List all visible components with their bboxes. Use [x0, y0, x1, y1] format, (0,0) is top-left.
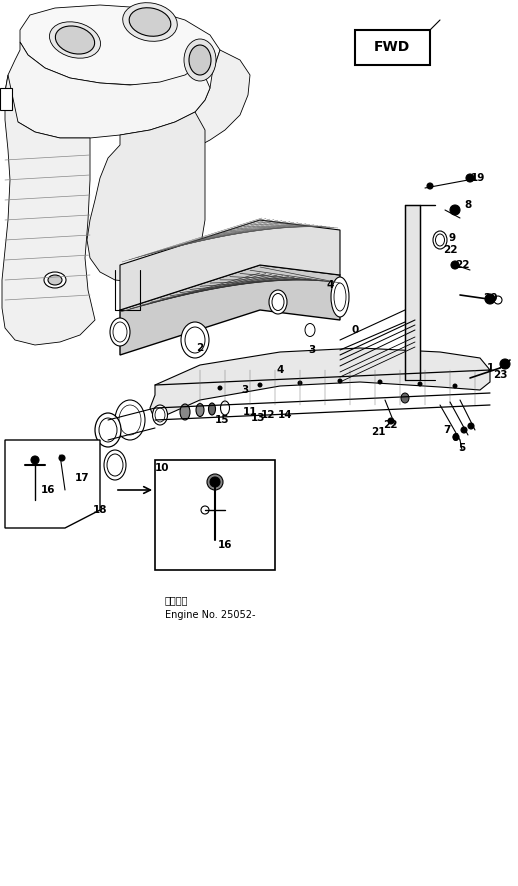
Circle shape	[388, 418, 394, 424]
Text: 16: 16	[41, 485, 55, 495]
Text: 10: 10	[155, 463, 169, 473]
Ellipse shape	[209, 403, 215, 415]
Bar	[155, 460, 275, 570]
Text: 7: 7	[443, 425, 451, 435]
Text: 19: 19	[471, 173, 485, 183]
Text: 17: 17	[75, 473, 89, 483]
Ellipse shape	[181, 322, 209, 358]
Ellipse shape	[184, 39, 216, 81]
Polygon shape	[120, 265, 340, 355]
Polygon shape	[5, 440, 100, 528]
Ellipse shape	[180, 404, 190, 420]
Polygon shape	[405, 205, 420, 380]
Text: Engine No. 25052-: Engine No. 25052-	[165, 610, 255, 620]
Circle shape	[468, 423, 474, 429]
Ellipse shape	[269, 290, 287, 314]
Ellipse shape	[401, 393, 409, 403]
Text: 2: 2	[196, 343, 204, 353]
Polygon shape	[120, 220, 340, 310]
Ellipse shape	[48, 275, 62, 285]
Circle shape	[418, 382, 423, 386]
Ellipse shape	[55, 26, 95, 54]
Text: 6: 6	[451, 433, 458, 443]
Text: 12: 12	[261, 410, 275, 420]
Circle shape	[59, 455, 65, 461]
Text: 4: 4	[276, 365, 284, 375]
Circle shape	[207, 474, 223, 490]
Circle shape	[218, 385, 223, 391]
Circle shape	[450, 205, 460, 215]
Text: 22: 22	[443, 245, 457, 255]
Circle shape	[31, 456, 39, 464]
Circle shape	[451, 261, 459, 269]
Ellipse shape	[115, 400, 145, 440]
Text: 5: 5	[458, 443, 466, 453]
Text: 適用号機: 適用号機	[165, 595, 189, 605]
Text: 14: 14	[278, 410, 292, 420]
Ellipse shape	[189, 45, 211, 75]
Ellipse shape	[50, 22, 100, 58]
Circle shape	[453, 434, 459, 440]
Polygon shape	[5, 42, 210, 138]
Text: FWD: FWD	[374, 40, 410, 54]
Ellipse shape	[44, 272, 66, 288]
Ellipse shape	[433, 231, 447, 249]
Text: 22: 22	[455, 260, 469, 270]
Circle shape	[210, 477, 220, 487]
Bar	[355, 30, 430, 65]
Text: 9: 9	[449, 233, 455, 243]
Polygon shape	[87, 112, 205, 282]
Text: 15: 15	[215, 415, 229, 425]
Text: 1: 1	[486, 363, 494, 373]
Text: 3: 3	[308, 345, 315, 355]
Text: 4: 4	[326, 280, 334, 290]
Ellipse shape	[123, 3, 177, 42]
Ellipse shape	[196, 403, 204, 416]
Ellipse shape	[331, 277, 349, 317]
Text: 20: 20	[483, 293, 497, 303]
Ellipse shape	[110, 318, 130, 346]
Polygon shape	[0, 88, 12, 110]
Text: 23: 23	[493, 370, 507, 380]
Text: 11: 11	[243, 407, 257, 417]
Circle shape	[461, 427, 467, 433]
Text: 3: 3	[241, 385, 249, 395]
Text: 13: 13	[251, 413, 265, 423]
Ellipse shape	[95, 413, 121, 447]
Text: 22: 22	[383, 420, 397, 430]
Ellipse shape	[129, 8, 171, 36]
Ellipse shape	[152, 405, 167, 425]
Circle shape	[466, 174, 474, 182]
Circle shape	[485, 294, 495, 304]
Text: 16: 16	[218, 540, 232, 550]
Polygon shape	[2, 75, 95, 345]
Circle shape	[297, 380, 303, 385]
Circle shape	[427, 183, 433, 189]
Circle shape	[378, 379, 382, 385]
Circle shape	[500, 359, 510, 369]
Text: 21: 21	[371, 427, 385, 437]
Ellipse shape	[104, 450, 126, 480]
Text: 0: 0	[351, 325, 358, 335]
Text: 18: 18	[93, 505, 107, 515]
Circle shape	[338, 378, 342, 384]
Circle shape	[257, 383, 263, 387]
Polygon shape	[150, 348, 490, 420]
Polygon shape	[125, 50, 250, 155]
Polygon shape	[20, 5, 220, 85]
Text: 8: 8	[464, 200, 471, 210]
Circle shape	[453, 384, 457, 388]
